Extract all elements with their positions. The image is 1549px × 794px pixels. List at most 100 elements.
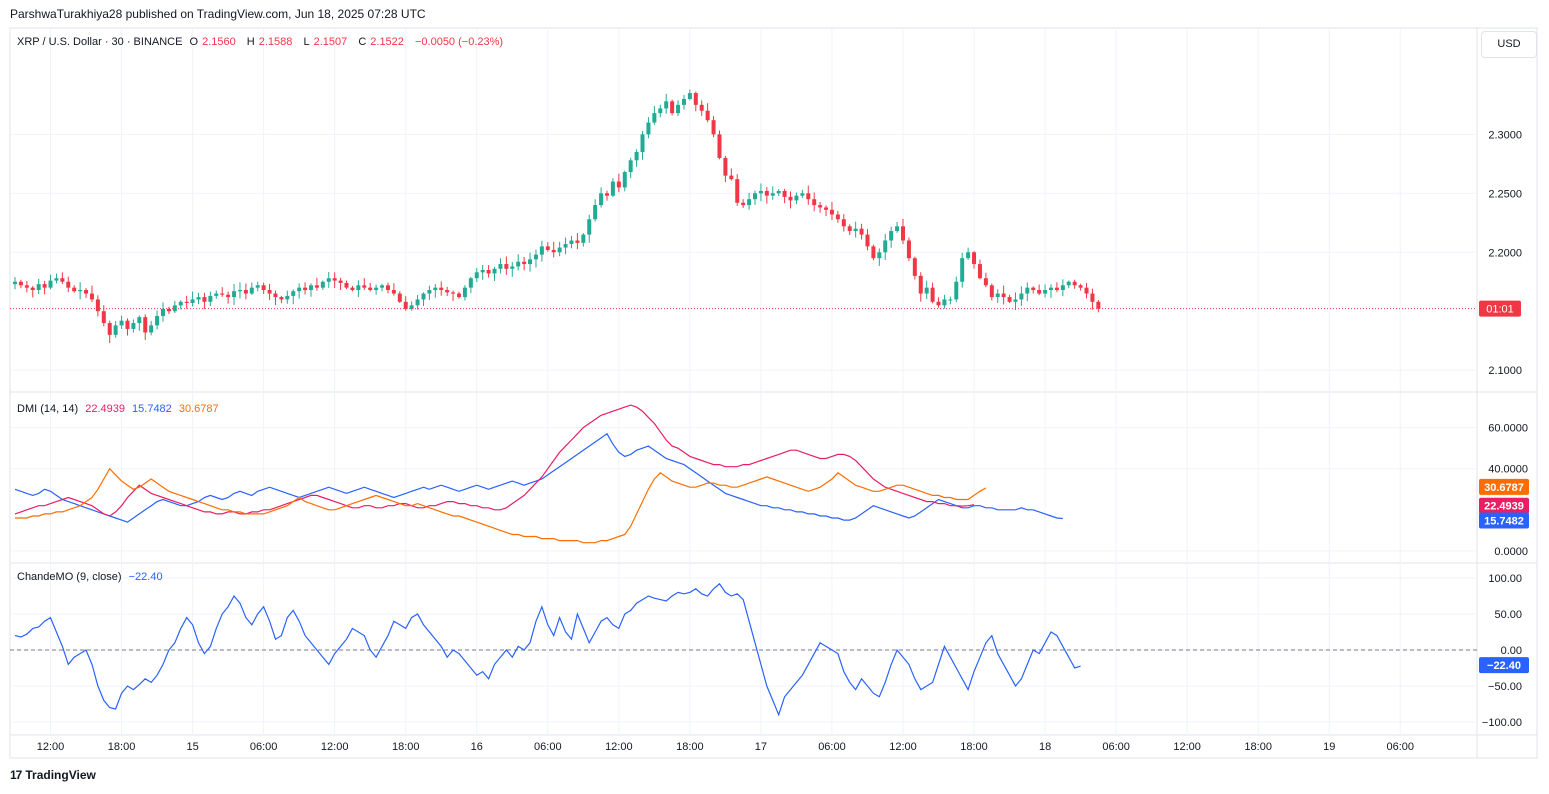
candle-body: [332, 278, 337, 281]
candle-body: [942, 299, 947, 306]
candle-body: [741, 202, 746, 206]
candle-body: [403, 301, 408, 309]
candle-body: [557, 247, 562, 253]
cmo-name: ChandeMO (9, close): [17, 571, 122, 583]
candle-body: [1066, 281, 1071, 286]
candle-body: [930, 287, 935, 302]
candle-body: [510, 266, 515, 269]
candle-body: [24, 285, 29, 288]
time-tick-label: 06:00: [250, 741, 278, 753]
time-tick-label: 12:00: [321, 741, 349, 753]
candle-body: [1084, 287, 1089, 294]
candle-body: [1013, 299, 1018, 302]
time-tick-label: 18:00: [1244, 741, 1272, 753]
candle-body: [415, 299, 420, 306]
candle-body: [681, 98, 686, 105]
candle-body: [95, 299, 100, 312]
candle-body: [421, 293, 426, 300]
candle-body: [835, 214, 840, 220]
candle-body: [107, 323, 112, 335]
candle-body: [309, 285, 313, 291]
candle-body: [906, 240, 911, 259]
candle-body: [847, 226, 852, 232]
candle-body: [859, 228, 864, 235]
time-tick-label: 12:00: [37, 741, 65, 753]
dmi-tick-label: 60.0000: [1488, 423, 1528, 435]
candle-body: [551, 249, 556, 253]
candle-body: [474, 272, 479, 279]
currency-button[interactable]: USD: [1481, 31, 1537, 58]
candle-body: [687, 93, 692, 99]
time-tick-label: 19: [1323, 741, 1335, 753]
candle-body: [291, 291, 296, 296]
candle-body: [433, 287, 438, 291]
candle-body: [89, 293, 94, 300]
candle-body: [829, 209, 834, 215]
price-tick-label: 2.2000: [1488, 247, 1522, 259]
candle-body: [652, 113, 657, 123]
change-value: −0.0050 (−0.23%): [414, 36, 504, 48]
candle-body: [190, 299, 195, 303]
adx-line: [15, 467, 987, 544]
dmi-value-2: 15.7482: [132, 403, 172, 415]
candle-body: [563, 244, 568, 248]
candle-body: [1037, 290, 1042, 294]
time-tick-label: 15: [186, 741, 198, 753]
candle-body: [1019, 293, 1024, 300]
candle-body: [729, 175, 734, 180]
candle-body: [320, 281, 325, 288]
candle-body: [788, 196, 793, 201]
dmi-tick-label: 40.0000: [1488, 464, 1528, 476]
candle-body: [983, 278, 988, 286]
candle-body: [640, 134, 645, 153]
candle-body: [285, 295, 290, 300]
candle-body: [480, 269, 485, 273]
dmi-minus-badge: [1479, 497, 1529, 514]
candle-body: [1078, 285, 1083, 288]
cmo-tick-label: 0.00: [1501, 645, 1522, 657]
candle-body: [889, 231, 894, 241]
candle-body: [776, 190, 781, 194]
candle-body: [196, 297, 201, 300]
dmi-legend: DMI (14, 14) 22.4939 15.7482 30.6787: [17, 403, 223, 415]
candle-body: [439, 287, 444, 291]
candle-body: [912, 258, 917, 276]
cmo-tick-label: 100.00: [1488, 573, 1522, 585]
chart-frame: [9, 27, 1538, 759]
candle-body: [853, 228, 858, 232]
candle-body: [255, 285, 260, 288]
candle-body: [267, 290, 272, 294]
candle-body: [451, 292, 456, 294]
candle-body: [137, 317, 142, 324]
candle-body: [374, 287, 379, 291]
candle-body: [1043, 290, 1048, 294]
candle-body: [226, 294, 231, 298]
candle-body: [119, 320, 124, 326]
candle-body: [36, 284, 41, 291]
candle-body: [901, 226, 905, 241]
candle-body: [314, 285, 319, 288]
price-tick-label: 2.1000: [1488, 365, 1522, 377]
candle-body: [1031, 287, 1036, 291]
low-value: L 2.1507: [303, 36, 348, 48]
candle-body: [1001, 293, 1006, 298]
time-tick-label: 06:00: [818, 741, 846, 753]
tradingview-brand: TradingView: [25, 768, 96, 782]
candle-body: [735, 179, 740, 203]
candle-body: [125, 320, 130, 329]
candle-body: [492, 268, 497, 274]
candle-body: [84, 290, 89, 294]
candle-body: [758, 190, 763, 194]
candle-body: [54, 278, 59, 281]
time-tick-label: 18: [1039, 741, 1051, 753]
candle-body: [593, 205, 598, 220]
candle-body: [498, 264, 503, 269]
cmo-badge: [1479, 657, 1529, 674]
candle-body: [747, 199, 752, 206]
candle-body: [161, 308, 165, 316]
publish-header: ParshwaTurakhiya28 published on TradingV…: [10, 7, 426, 21]
candle-body: [113, 325, 118, 335]
candle-body: [883, 240, 888, 253]
candle-body: [101, 311, 106, 324]
